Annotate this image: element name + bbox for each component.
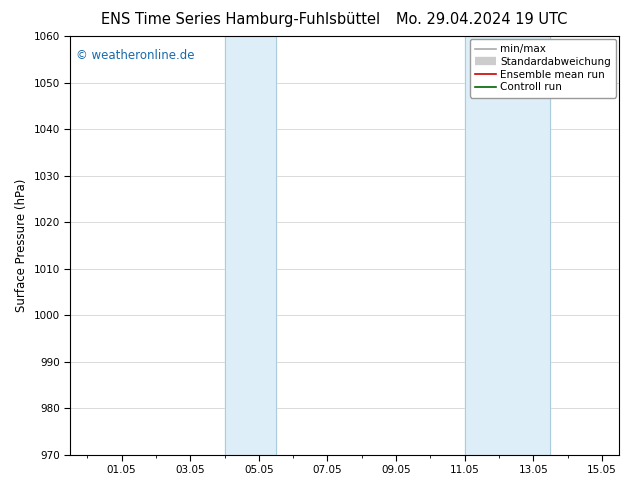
Text: © weatheronline.de: © weatheronline.de — [75, 49, 194, 62]
Bar — [224, 36, 276, 455]
Legend: min/max, Standardabweichung, Ensemble mean run, Controll run: min/max, Standardabweichung, Ensemble me… — [470, 39, 616, 98]
Text: Mo. 29.04.2024 19 UTC: Mo. 29.04.2024 19 UTC — [396, 12, 567, 27]
Text: ENS Time Series Hamburg-Fuhlsbüttel: ENS Time Series Hamburg-Fuhlsbüttel — [101, 12, 380, 27]
Y-axis label: Surface Pressure (hPa): Surface Pressure (hPa) — [15, 179, 28, 312]
Bar — [465, 36, 550, 455]
